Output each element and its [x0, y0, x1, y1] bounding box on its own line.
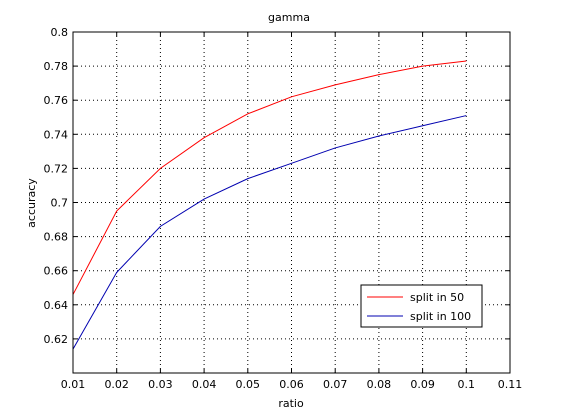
y-tick-label: 0.7 — [51, 197, 69, 210]
x-tick-label: 0.07 — [323, 378, 348, 391]
y-tick-label: 0.76 — [44, 94, 69, 107]
series-layer — [72, 60, 467, 350]
x-tick-label: 0.06 — [279, 378, 304, 391]
x-tick-label: 0.08 — [367, 378, 392, 391]
x-tick-label: 0.04 — [192, 378, 217, 391]
y-tick-label: 0.72 — [44, 162, 69, 175]
x-tick-label: 0.05 — [236, 378, 261, 391]
chart-title: gamma — [268, 11, 310, 24]
series-line-1 — [72, 115, 467, 350]
y-axis-label: accuracy — [25, 178, 38, 228]
legend-label-split-100: split in 100 — [410, 310, 471, 323]
x-axis-label: ratio — [278, 397, 304, 410]
y-tick-label: 0.64 — [44, 299, 69, 312]
y-tick-label: 0.68 — [44, 231, 69, 244]
legend-label-split-50: split in 50 — [410, 291, 464, 304]
x-tick-label: 0.03 — [148, 378, 173, 391]
legend: split in 50 split in 100 — [360, 284, 483, 328]
y-tick-label: 0.8 — [51, 26, 69, 39]
y-tick-label: 0.62 — [44, 333, 69, 346]
x-tick-label: 0.01 — [61, 378, 86, 391]
x-tick-label: 0.09 — [410, 378, 435, 391]
y-tick-label: 0.78 — [44, 60, 69, 73]
axis-ticks: 0.01 0.02 0.03 0.04 0.05 0.06 0.07 0.08 0.09 0.1 0… — [44, 26, 523, 391]
x-tick-label: 0.02 — [104, 378, 129, 391]
x-tick-label: 0.11 — [498, 378, 523, 391]
x-tick-label: 0.1 — [458, 378, 476, 391]
series-line-0 — [72, 60, 467, 295]
legend-box — [360, 284, 483, 328]
y-tick-label: 0.66 — [44, 265, 69, 278]
y-tick-label: 0.74 — [44, 128, 69, 141]
